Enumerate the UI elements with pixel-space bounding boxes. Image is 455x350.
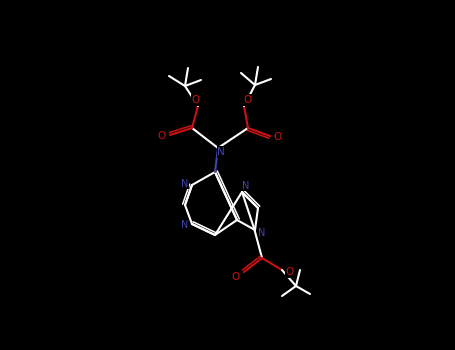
Text: O: O bbox=[158, 131, 166, 141]
Text: O: O bbox=[232, 272, 240, 282]
Text: N: N bbox=[181, 179, 189, 189]
Text: N: N bbox=[243, 181, 250, 191]
Text: O: O bbox=[274, 132, 282, 142]
Text: O: O bbox=[286, 267, 294, 277]
Text: O: O bbox=[243, 95, 251, 105]
Text: O: O bbox=[192, 95, 200, 105]
Text: N: N bbox=[181, 220, 189, 230]
Text: N: N bbox=[258, 228, 266, 238]
Text: N: N bbox=[217, 147, 225, 157]
